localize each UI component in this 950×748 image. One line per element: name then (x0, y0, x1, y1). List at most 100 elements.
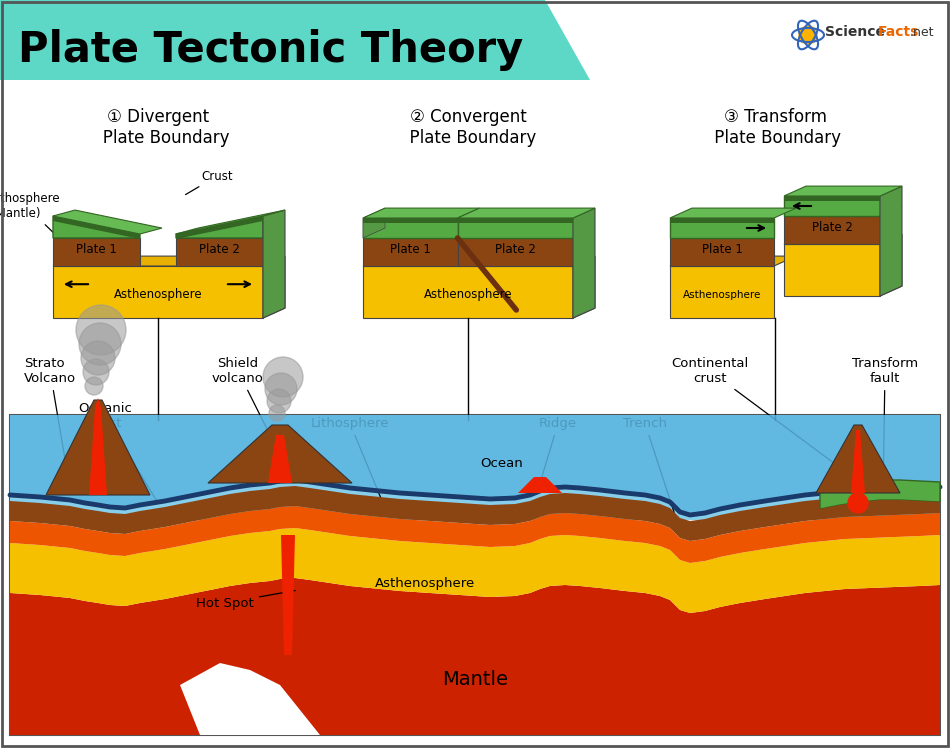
Text: Plate 1: Plate 1 (390, 242, 430, 256)
Circle shape (83, 359, 109, 385)
Circle shape (799, 26, 817, 44)
Polygon shape (208, 425, 352, 483)
Polygon shape (784, 196, 880, 216)
Circle shape (267, 389, 291, 413)
Polygon shape (820, 500, 940, 519)
Text: Ocean: Ocean (481, 457, 523, 470)
Polygon shape (263, 210, 285, 318)
Polygon shape (10, 415, 940, 515)
Text: Plate 1: Plate 1 (76, 242, 117, 256)
Polygon shape (53, 216, 140, 239)
Polygon shape (10, 506, 940, 563)
Polygon shape (670, 218, 774, 238)
Polygon shape (176, 238, 263, 266)
Polygon shape (281, 535, 295, 655)
Text: Transform
fault: Transform fault (852, 357, 918, 492)
Text: Lithosphere: Lithosphere (311, 417, 390, 506)
Text: Asthenosphere: Asthenosphere (114, 288, 202, 301)
Text: Mantle: Mantle (442, 670, 508, 689)
Polygon shape (458, 218, 573, 223)
Polygon shape (784, 206, 902, 216)
Polygon shape (518, 477, 562, 493)
Text: Crust: Crust (185, 170, 233, 194)
Text: Asthenosphere: Asthenosphere (683, 289, 761, 300)
Polygon shape (53, 216, 140, 238)
Polygon shape (46, 400, 150, 495)
Polygon shape (95, 398, 101, 408)
Text: Science: Science (825, 25, 885, 39)
Text: Trench: Trench (623, 417, 674, 512)
Polygon shape (784, 186, 902, 196)
Polygon shape (670, 256, 796, 266)
Text: Asthenosphere: Asthenosphere (424, 288, 512, 301)
Circle shape (85, 377, 103, 395)
Polygon shape (784, 234, 902, 244)
Polygon shape (573, 256, 595, 318)
Polygon shape (176, 210, 285, 234)
Polygon shape (363, 208, 480, 218)
Polygon shape (263, 256, 285, 318)
Polygon shape (458, 238, 573, 266)
Polygon shape (363, 218, 458, 238)
Text: Plate 2: Plate 2 (495, 242, 536, 256)
Polygon shape (176, 216, 263, 238)
Text: ③ Transform
 Plate Boundary: ③ Transform Plate Boundary (709, 108, 841, 147)
Polygon shape (53, 210, 162, 234)
Polygon shape (53, 256, 285, 266)
Polygon shape (784, 196, 880, 201)
Polygon shape (0, 0, 590, 80)
Polygon shape (784, 216, 880, 244)
Text: ① Divergent
   Plate Boundary: ① Divergent Plate Boundary (86, 108, 229, 147)
Text: Facts: Facts (878, 25, 920, 39)
Text: .net: .net (910, 25, 935, 38)
Circle shape (79, 323, 121, 365)
Polygon shape (53, 238, 140, 266)
Circle shape (263, 357, 303, 397)
Polygon shape (363, 256, 595, 266)
Polygon shape (363, 266, 573, 318)
Polygon shape (176, 216, 263, 239)
Circle shape (265, 373, 297, 405)
Polygon shape (458, 218, 573, 238)
Text: Hot Spot: Hot Spot (196, 590, 295, 610)
Text: Plate 2: Plate 2 (200, 242, 240, 256)
Text: Plate Tectonic Theory: Plate Tectonic Theory (18, 29, 523, 71)
Bar (10, 415, 940, 735)
Polygon shape (89, 408, 107, 495)
Polygon shape (10, 528, 940, 613)
Text: Oceanic
crust: Oceanic crust (78, 402, 157, 500)
Text: Continental
crust: Continental crust (672, 357, 867, 488)
Polygon shape (820, 480, 940, 509)
Polygon shape (363, 238, 458, 266)
Circle shape (269, 405, 285, 421)
Text: Ridge: Ridge (539, 417, 577, 480)
Polygon shape (880, 186, 902, 296)
Text: ② Convergent
  Plate Boundary: ② Convergent Plate Boundary (399, 108, 537, 147)
Text: Plate 2: Plate 2 (811, 221, 852, 233)
Polygon shape (784, 244, 880, 296)
Polygon shape (10, 578, 940, 735)
Circle shape (848, 493, 868, 513)
Polygon shape (851, 430, 865, 493)
Polygon shape (268, 435, 292, 483)
Polygon shape (670, 218, 774, 223)
Polygon shape (363, 208, 385, 238)
Polygon shape (816, 425, 900, 493)
Circle shape (76, 305, 126, 355)
Text: Shield
volcano: Shield volcano (212, 357, 274, 443)
Polygon shape (670, 238, 774, 266)
Text: Asthenosphere: Asthenosphere (375, 577, 475, 590)
Polygon shape (670, 208, 796, 218)
Polygon shape (180, 663, 320, 735)
Polygon shape (573, 208, 595, 318)
Text: Plate 1: Plate 1 (701, 242, 743, 256)
Polygon shape (10, 486, 940, 541)
Bar (10, 415, 940, 520)
Polygon shape (53, 266, 263, 318)
Polygon shape (880, 234, 902, 296)
Polygon shape (670, 266, 774, 318)
Polygon shape (458, 208, 595, 218)
Circle shape (81, 341, 115, 375)
Text: Lithosphere
(Mantle): Lithosphere (Mantle) (0, 192, 61, 238)
Polygon shape (363, 218, 458, 223)
